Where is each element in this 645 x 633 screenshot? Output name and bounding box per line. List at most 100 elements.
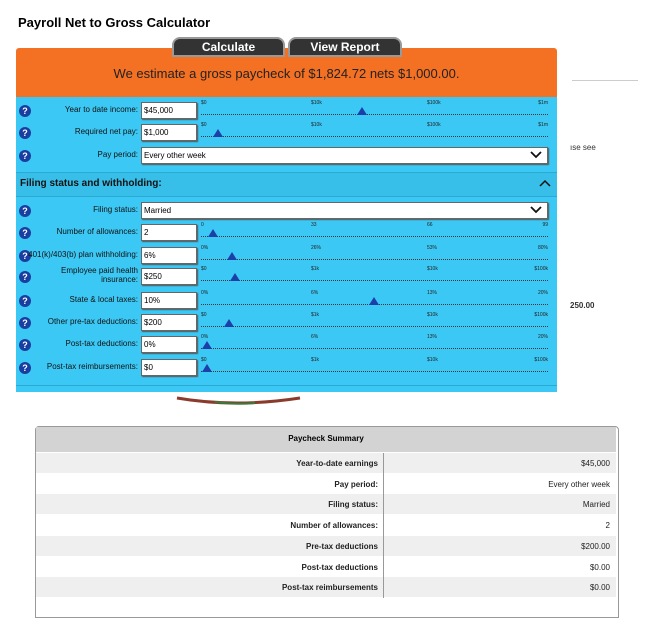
slider-track (201, 326, 548, 327)
slider-tick: $1k (311, 312, 320, 318)
row-divider (383, 453, 384, 474)
slider-tick: $10k (311, 100, 322, 106)
help-icon[interactable]: ? (19, 317, 31, 329)
select[interactable]: Every other week (141, 147, 548, 164)
help-icon[interactable]: ? (19, 271, 31, 283)
slider-track (201, 236, 548, 237)
summary-row (36, 577, 616, 598)
slider-tick: 20% (537, 334, 548, 340)
slider-tick: $10k (427, 312, 438, 318)
field-label: Post-tax deductions: (65, 339, 138, 348)
slider-tick: 0% (201, 290, 209, 296)
estimate-text: We estimate a gross paycheck of $1,824.7… (113, 66, 460, 81)
slider-tick: $0 (201, 357, 207, 363)
slider-track (201, 136, 548, 137)
field-label: Employee paid health insurance: (61, 266, 138, 284)
text-input[interactable]: 10% (141, 292, 197, 309)
side-text: 250.00 (570, 301, 595, 310)
slider-tick: $0 (201, 122, 207, 128)
slider-tick: $10k (427, 266, 438, 272)
summary-label: Post-tax reimbursements (281, 583, 378, 593)
summary-label: Pay period: (334, 479, 378, 489)
slider-thumb[interactable] (208, 229, 218, 237)
text-input[interactable]: $200 (141, 314, 197, 331)
slider-tick: 26% (311, 245, 322, 251)
collapse-chevron[interactable] (538, 178, 552, 188)
help-icon[interactable]: ? (19, 362, 31, 374)
side-text: ıse see (570, 143, 596, 152)
dropdown-chevron[interactable] (530, 151, 542, 159)
text-input[interactable]: 6% (141, 247, 197, 264)
help-icon[interactable]: ? (19, 339, 31, 351)
slider-tick: $1k (311, 266, 320, 272)
slider-track (201, 371, 548, 372)
slider-tick: $0 (201, 266, 207, 272)
summary-label: Pre-tax deductions (305, 541, 378, 551)
slider-track (201, 280, 548, 281)
field-label: Other pre-tax deductions: (47, 317, 138, 326)
dropdown-chevron[interactable] (530, 206, 542, 214)
help-icon[interactable]: ? (19, 250, 31, 262)
field-label: Filing status: (93, 205, 138, 214)
summary-row (36, 494, 616, 515)
text-input[interactable]: 0% (141, 336, 197, 353)
slider-tick: 6% (311, 334, 319, 340)
slider-thumb[interactable] (369, 297, 379, 305)
summary-value: $0.00 (589, 562, 610, 572)
select[interactable]: Married (141, 202, 548, 219)
button[interactable]: View Report (288, 37, 402, 57)
text-input[interactable]: $250 (141, 268, 197, 285)
summary-value: $45,000 (581, 459, 610, 468)
slider-tick: 80% (537, 245, 548, 251)
field-label: Number of allowances: (56, 227, 138, 236)
help-icon[interactable]: ? (19, 205, 31, 217)
slider-thumb[interactable] (224, 319, 234, 327)
text-input[interactable]: $45,000 (141, 102, 197, 119)
summary-row (36, 535, 616, 556)
help-icon[interactable]: ? (19, 295, 31, 307)
help-icon[interactable]: ? (19, 227, 31, 239)
summary-value: Every other week (548, 479, 610, 489)
button[interactable]: Calculate (172, 37, 285, 57)
slider-tick: 20% (537, 290, 548, 296)
row-divider (383, 515, 384, 537)
slider-tick: 53% (427, 245, 438, 251)
slider-thumb[interactable] (213, 129, 223, 137)
slider-thumb[interactable] (202, 341, 212, 349)
row-divider (383, 556, 384, 578)
slider-tick: 33 (311, 222, 317, 228)
text-input[interactable]: $0 (141, 359, 197, 376)
slider-track (201, 348, 548, 349)
slider-track (201, 259, 548, 260)
summary-row (36, 556, 616, 577)
slider-tick: 0% (201, 245, 209, 251)
slider-tick: $100k (534, 312, 548, 318)
text-input[interactable]: 2 (141, 224, 197, 241)
slider-tick: $10k (427, 357, 438, 363)
slider-tick: 99 (542, 222, 548, 228)
field-label: 401(k)/403(b) plan withholding: (28, 250, 138, 259)
slider-thumb[interactable] (202, 364, 212, 372)
text-input[interactable]: $1,000 (141, 124, 197, 141)
help-icon[interactable]: ? (19, 127, 31, 139)
slider-thumb[interactable] (230, 273, 240, 281)
summary-value: 2 (605, 521, 610, 531)
slider-thumb[interactable] (227, 252, 237, 260)
summary-value: Married (582, 500, 610, 510)
field-label: Year to date income: (64, 105, 138, 114)
slider-tick: $0 (201, 100, 207, 106)
summary-row (36, 473, 616, 494)
slider-thumb[interactable] (357, 107, 367, 115)
help-icon[interactable]: ? (19, 150, 31, 162)
row-divider (383, 577, 384, 599)
estimate-banner (16, 48, 557, 97)
slider-tick: $1m (538, 100, 548, 106)
summary-value: $200.00 (581, 541, 610, 551)
slider-tick: $100k (427, 122, 441, 128)
slider-tick: $1m (538, 122, 548, 128)
section-title: Filing status and withholding: (20, 178, 162, 189)
slider-tick: $100k (534, 357, 548, 363)
row-divider (383, 535, 384, 557)
help-icon[interactable]: ? (19, 105, 31, 117)
